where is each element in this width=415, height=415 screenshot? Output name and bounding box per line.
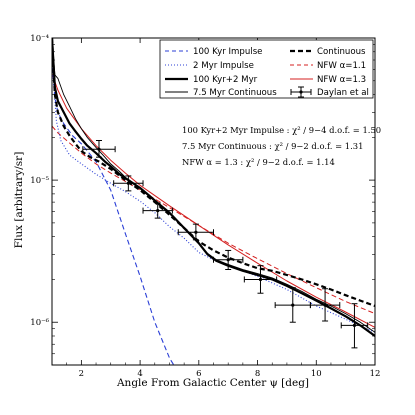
errorbar-point: [142, 202, 173, 219]
axis-ticks: 2 4 6 8 10 12 10⁻⁴ 10⁻⁵ 10⁻⁶: [30, 34, 380, 379]
legend-label-nfw-1-1: NFW α=1.1: [317, 61, 366, 71]
x-tick-label: 12: [370, 369, 381, 379]
fit-statistics: 100 Kyr+2 Myr Impulse : χ² / 9−4 d.o.f. …: [182, 125, 381, 167]
x-tick-label: 6: [196, 369, 201, 379]
y-tick-label: 10⁻⁶: [30, 318, 49, 328]
legend-label-100kyr-2myr: 100 Kyr+2 Myr: [193, 75, 258, 85]
errorbar-point: [309, 288, 341, 322]
legend-label-100kyr-impulse: 100 Kyr Impulse: [193, 47, 262, 57]
stat-annotation-3: NFW α = 1.3 : χ² / 9−2 d.o.f. = 1.14: [182, 157, 335, 167]
legend-label-7-5myr-continuous: 7.5 Myr Continuous: [193, 88, 277, 98]
x-tick-label: 2: [79, 369, 84, 379]
errorbar-point: [82, 139, 116, 158]
errorbar-point: [340, 303, 369, 349]
legend-label-daylan: Daylan et al: [317, 88, 369, 98]
stat-annotation-2: 7.5 Myr Continuous : χ² / 9−2 d.o.f. = 1…: [182, 141, 363, 151]
y-axis-label: Flux [arbitrary/sr]: [13, 152, 25, 249]
legend-label-continuous: Continuous: [317, 47, 366, 57]
legend: 100 Kyr Impulse 2 Myr Impulse 100 Kyr+2 …: [159, 39, 374, 99]
errorbar-point: [213, 249, 244, 270]
series-line-100-kyr-2-myr: [52, 38, 375, 337]
errorbar-point: [113, 175, 144, 192]
plot-series-group: [52, 38, 375, 365]
errorbar-point: [177, 223, 214, 241]
legend-box: [159, 39, 374, 99]
x-tick-label: 4: [137, 369, 142, 379]
legend-label-nfw-1-3: NFW α=1.3: [317, 75, 366, 85]
x-tick-label: 10: [311, 369, 322, 379]
x-tick-label: 8: [255, 369, 260, 379]
y-tick-label: 10⁻⁴: [30, 34, 49, 44]
stat-annotation-1: 100 Kyr+2 Myr Impulse : χ² / 9−4 d.o.f. …: [182, 125, 381, 135]
series-line-nfw-1-3: [52, 73, 375, 328]
errorbar-point: [243, 265, 278, 294]
x-axis-label: Angle From Galactic Center ψ [deg]: [116, 377, 309, 389]
series-line-100-kyr-impulse: [52, 59, 175, 365]
legend-label-2myr-impulse: 2 Myr Impulse: [193, 61, 254, 71]
series-line-continuous: [52, 38, 375, 308]
series-line-2-myr-impulse: [52, 59, 375, 333]
legend-swatch-daylan: [290, 86, 312, 98]
errorbar-group: [82, 139, 369, 349]
series-line-nfw-1-1: [52, 125, 375, 315]
y-tick-label: 10⁻⁵: [30, 176, 49, 186]
